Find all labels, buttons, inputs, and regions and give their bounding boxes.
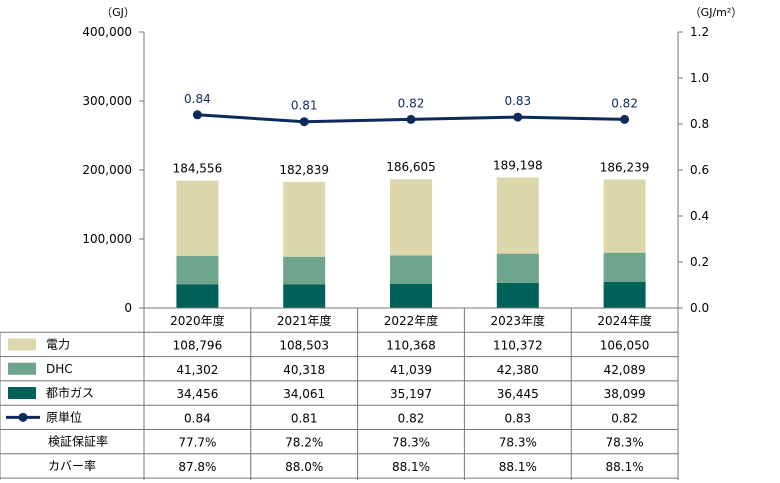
table-cell: 0.83 bbox=[504, 411, 531, 425]
total-label: 186,239 bbox=[600, 160, 650, 174]
row-label: 原単位 bbox=[46, 409, 82, 424]
right-tick-label: 0.8 bbox=[690, 117, 709, 131]
table-cell: 0.82 bbox=[611, 411, 638, 425]
table-cell: 42,089 bbox=[604, 363, 646, 377]
bar-segment bbox=[283, 256, 326, 285]
table-cell: 88.0% bbox=[285, 460, 323, 474]
legend-swatch bbox=[8, 362, 36, 375]
category-label: 2020年度 bbox=[170, 313, 225, 328]
total-label: 184,556 bbox=[173, 162, 223, 176]
bar-segment bbox=[496, 282, 539, 308]
intensity-point bbox=[192, 110, 202, 120]
stacked-bars bbox=[176, 177, 646, 308]
row-label: カバー率 bbox=[48, 458, 96, 473]
bar-segment bbox=[390, 255, 432, 284]
total-label: 189,198 bbox=[493, 158, 543, 172]
row-label: 電力 bbox=[46, 337, 70, 351]
table-cell: 41,039 bbox=[390, 363, 432, 377]
table-cell: 108,503 bbox=[279, 338, 329, 352]
intensity-point bbox=[620, 114, 630, 124]
left-tick-label: 200,000 bbox=[82, 163, 132, 177]
total-label: 186,605 bbox=[386, 160, 436, 174]
intensity-label: 0.84 bbox=[184, 92, 211, 106]
intensity-label: 0.82 bbox=[611, 96, 638, 110]
right-tick-label: 0.4 bbox=[690, 209, 709, 223]
legend-swatch bbox=[8, 338, 36, 351]
table-cell: 40,318 bbox=[283, 363, 325, 377]
bar-segment bbox=[390, 179, 432, 256]
table-cell: 0.81 bbox=[291, 411, 318, 425]
table-cell: 42,380 bbox=[497, 363, 539, 377]
intensity-label: 0.83 bbox=[504, 94, 531, 108]
row-label: DHC bbox=[46, 362, 73, 376]
intensity-point bbox=[406, 114, 416, 124]
total-label: 182,839 bbox=[279, 163, 329, 177]
right-tick-label: 1.2 bbox=[690, 25, 709, 39]
right-axis-ticks: 0.0 0.2 0.4 0.6 0.8 1.0 1.2 bbox=[678, 25, 709, 315]
bar-segment bbox=[496, 253, 539, 283]
intensity-line: 0.84 0.81 0.82 0.83 0.82 bbox=[184, 92, 638, 127]
row-label: 検証保証率 bbox=[48, 434, 108, 449]
left-tick-label: 0 bbox=[124, 301, 132, 315]
table-cell: 78.2% bbox=[285, 436, 323, 450]
right-tick-label: 1.0 bbox=[690, 71, 709, 85]
table-cell: 78.3% bbox=[392, 436, 430, 450]
bar-segment bbox=[603, 281, 646, 308]
table-cell: 88.1% bbox=[392, 460, 430, 474]
table-cell: 0.82 bbox=[398, 411, 425, 425]
legend-swatch bbox=[8, 387, 36, 400]
left-axis-ticks: 0 100,000 200,000 300,000 400,000 bbox=[82, 25, 144, 315]
bar-segment bbox=[603, 252, 646, 282]
bar-segment bbox=[283, 181, 326, 257]
intensity-label: 0.81 bbox=[291, 99, 318, 113]
bar-segment bbox=[496, 177, 539, 254]
legend-marker bbox=[18, 412, 28, 422]
left-tick-label: 100,000 bbox=[82, 232, 132, 246]
table-cell: 88.1% bbox=[606, 460, 644, 474]
table-cell: 88.1% bbox=[499, 460, 537, 474]
row-label: 都市ガス bbox=[46, 385, 94, 400]
intensity-label: 0.82 bbox=[398, 96, 425, 110]
category-label: 2022年度 bbox=[384, 313, 439, 328]
intensity-point bbox=[513, 112, 523, 122]
category-label: 2023年度 bbox=[491, 313, 546, 328]
category-label: 2024年度 bbox=[597, 313, 652, 328]
table-cell: 36,445 bbox=[497, 387, 539, 401]
right-axis-unit: （GJ/m²） bbox=[690, 6, 743, 19]
table-cell: 78.3% bbox=[499, 436, 537, 450]
left-axis-unit: （GJ） bbox=[101, 6, 135, 19]
left-tick-label: 300,000 bbox=[82, 94, 132, 108]
table-cell: 78.3% bbox=[606, 436, 644, 450]
bar-segment bbox=[176, 255, 219, 285]
bar-segment bbox=[176, 180, 219, 256]
table-cell: 108,796 bbox=[173, 338, 223, 352]
left-tick-label: 400,000 bbox=[82, 25, 132, 39]
bar-segment bbox=[283, 284, 326, 308]
table-cell: 34,456 bbox=[176, 387, 218, 401]
table-cell: 110,368 bbox=[386, 338, 436, 352]
category-label: 2021年度 bbox=[277, 313, 332, 328]
table-cell: 77.7% bbox=[178, 436, 216, 450]
bar-segment bbox=[390, 283, 432, 308]
bar-segment bbox=[603, 179, 646, 253]
table-cell: 41,302 bbox=[176, 363, 218, 377]
right-tick-label: 0.2 bbox=[690, 255, 709, 269]
table-cell: 34,061 bbox=[283, 387, 325, 401]
right-tick-label: 0.0 bbox=[690, 301, 709, 315]
table-cell: 110,372 bbox=[493, 338, 543, 352]
table-cell: 106,050 bbox=[600, 338, 650, 352]
intensity-point bbox=[299, 117, 309, 127]
table-cell: 35,197 bbox=[390, 387, 432, 401]
table-cell: 87.8% bbox=[178, 460, 216, 474]
table-cell: 0.84 bbox=[184, 411, 211, 425]
table-cell: 38,099 bbox=[604, 387, 646, 401]
total-labels: 184,556 182,839 186,605 189,198 186,239 bbox=[173, 158, 650, 176]
right-tick-label: 0.6 bbox=[690, 163, 709, 177]
bar-segment bbox=[176, 284, 219, 308]
